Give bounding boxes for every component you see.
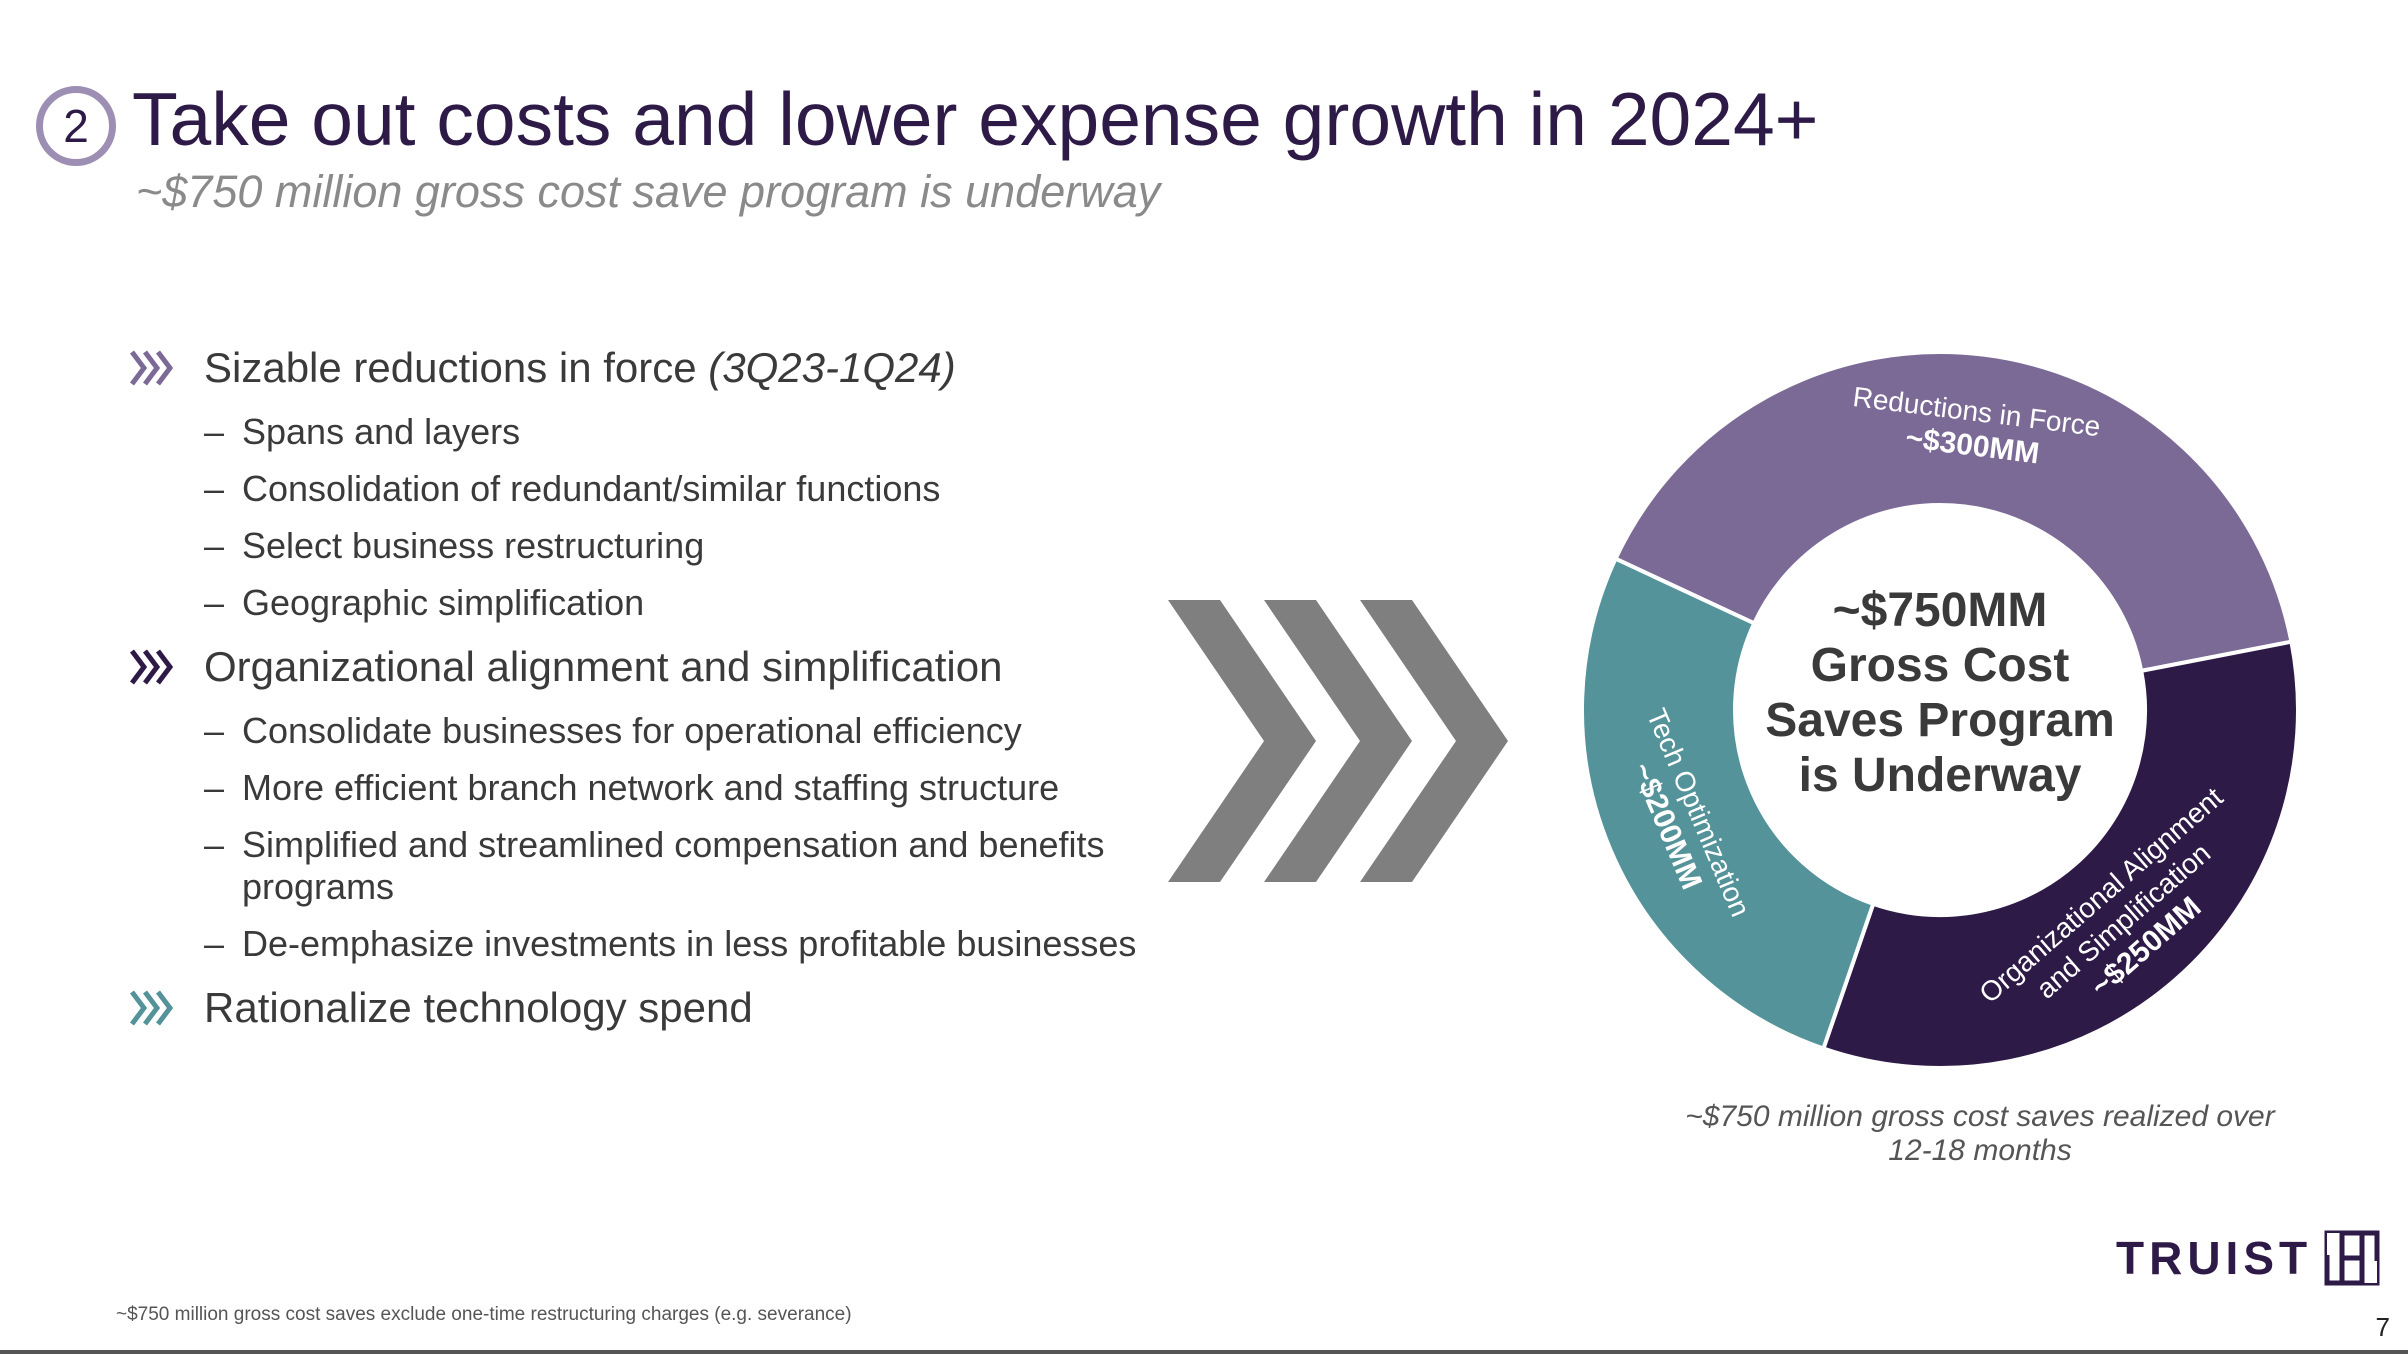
bullet-list: Sizable reductions in force (3Q23-1Q24) … xyxy=(128,340,1148,1050)
bullet-organizational-alignment: Organizational alignment and simplificat… xyxy=(128,639,1148,965)
sub-item: Geographic simplification xyxy=(204,582,1148,624)
bullet-note: (3Q23-1Q24) xyxy=(708,344,956,391)
triple-chevron-icon xyxy=(130,990,174,1026)
logo-wordmark: TRUIST xyxy=(2116,1232,2313,1284)
donut-center-label: ~$750MM xyxy=(1833,584,2048,637)
donut-caption: ~$750 million gross cost saves realized … xyxy=(1685,1100,2275,1167)
donut-center-label: is Underway xyxy=(1799,749,2082,802)
sub-item: De-emphasize investments in less profita… xyxy=(204,923,1148,965)
footnote: ~$750 million gross cost saves exclude o… xyxy=(116,1304,852,1325)
donut-slice-2 xyxy=(1580,556,1876,1052)
sub-item: Consolidation of redundant/similar funct… xyxy=(204,468,1148,510)
triple-chevron-icon xyxy=(130,350,174,386)
donut-slice-1 xyxy=(1820,639,2300,1070)
sub-item: Spans and layers xyxy=(204,411,1148,453)
page-title: Take out costs and lower expense growth … xyxy=(132,77,1819,161)
bullet-reductions-in-force: Sizable reductions in force (3Q23-1Q24) … xyxy=(128,340,1148,624)
bullet-label: Sizable reductions in force (3Q23-1Q24) xyxy=(204,344,956,391)
bottom-rule xyxy=(0,1350,2408,1354)
large-chevron-arrows-icon xyxy=(1168,600,1508,882)
sub-list: Consolidate businesses for operational e… xyxy=(128,710,1148,965)
sub-item: More efficient branch network and staffi… xyxy=(204,767,1148,809)
triple-chevron-icon xyxy=(130,649,174,685)
bullet-label: Organizational alignment and simplificat… xyxy=(204,643,1003,690)
bullet-label: Rationalize technology spend xyxy=(204,984,753,1031)
sub-item: Simplified and streamlined compensation … xyxy=(204,824,1148,908)
truist-logo: TRUIST xyxy=(2116,1230,2380,1286)
section-number-badge: 2 xyxy=(36,86,116,166)
page-number: 7 xyxy=(2375,1312,2390,1342)
bullet-rationalize-technology: Rationalize technology spend xyxy=(128,980,1148,1036)
section-number: 2 xyxy=(63,100,89,152)
donut-center-label: Gross Cost xyxy=(1811,639,2070,692)
truist-logo-icon xyxy=(2324,1230,2380,1286)
sub-item: Consolidate businesses for operational e… xyxy=(204,710,1148,752)
donut-slice-0 xyxy=(1612,350,2294,674)
donut-center-label: Saves Program xyxy=(1765,694,2115,747)
page-subtitle: ~$750 million gross cost save program is… xyxy=(136,166,1161,217)
sub-list: Spans and layers Consolidation of redund… xyxy=(128,411,1148,624)
sub-item: Select business restructuring xyxy=(204,525,1148,567)
cost-savings-donut-chart: Reductions in Force~$300MMOrganizational… xyxy=(1580,350,2300,1070)
